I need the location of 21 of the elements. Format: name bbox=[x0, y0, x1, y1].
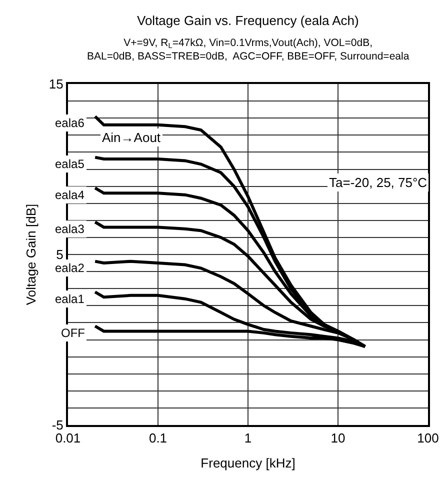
chart-title: Voltage Gain vs. Frequency (eala Ach) bbox=[137, 13, 359, 28]
series-label: eala1 bbox=[55, 292, 85, 306]
series-label: OFF bbox=[61, 326, 85, 340]
x-tick-label: 10 bbox=[330, 430, 346, 446]
x-tick-label: 100 bbox=[417, 430, 439, 446]
series-label: eala4 bbox=[55, 188, 85, 202]
series-label: eala2 bbox=[55, 261, 85, 275]
chart-subtitle: V+=9V, R$_{L}$=47kΩ, Vin=0.1Vrms,Vout(Ach), VOL=0dB, BAL=0dB, BASS=TREB=0dB, AGC=OFF, BBE=OFF, Surround=eala bbox=[87, 37, 410, 63]
x-tick-label: 1 bbox=[244, 430, 252, 446]
x-axis-title: Frequency [kHz] bbox=[200, 456, 296, 471]
series-label: eala5 bbox=[55, 157, 85, 171]
y-tick-label: -5 bbox=[52, 418, 64, 433]
annotation: Ta=-20, 25, 75°C bbox=[329, 175, 428, 190]
x-tick-label: 0.01 bbox=[55, 430, 81, 446]
y-tick-label: 15 bbox=[48, 76, 64, 92]
x-tick-label: 0.1 bbox=[148, 430, 168, 446]
series-label: eala6 bbox=[55, 116, 85, 130]
series-label: eala3 bbox=[55, 222, 85, 236]
annotation: Ain→Aout bbox=[102, 130, 161, 145]
y-axis-title: Voltage Gain [dB] bbox=[23, 204, 38, 306]
y-tick-label: 5 bbox=[56, 247, 64, 262]
